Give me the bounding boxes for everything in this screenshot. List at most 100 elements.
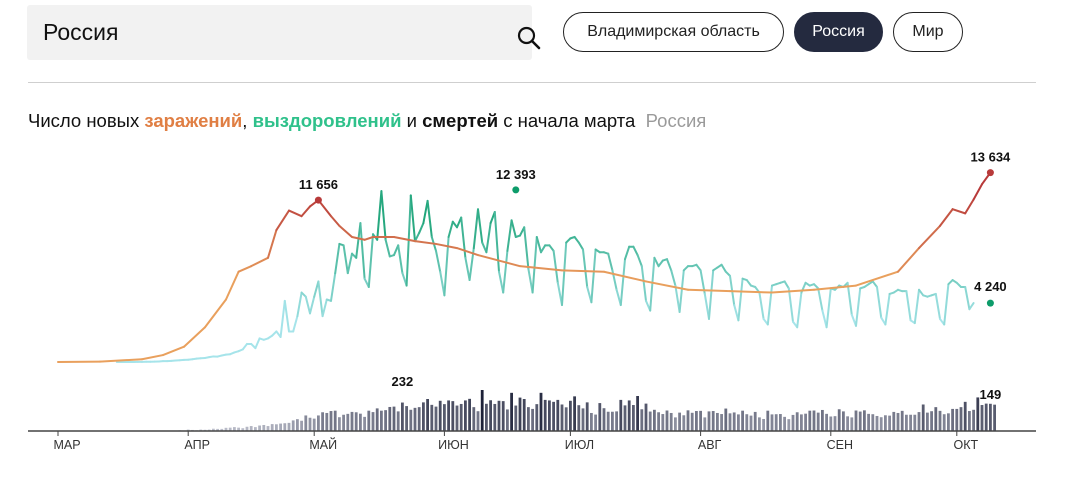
deaths-bar <box>745 414 749 431</box>
deaths-bar <box>728 413 732 431</box>
deaths-bar <box>640 409 644 431</box>
deaths-bar <box>632 405 635 431</box>
deaths-bar <box>527 407 530 431</box>
tab-vladimir-region[interactable]: Владимирская область <box>563 12 784 52</box>
recoveries-segment <box>321 298 328 318</box>
recoveries-segment <box>510 219 517 238</box>
infections-last-dot <box>986 169 994 177</box>
deaths-bar <box>237 427 240 431</box>
tab-world[interactable]: Мир <box>893 12 963 52</box>
deaths-bar <box>711 411 715 431</box>
infections-segment <box>645 280 689 291</box>
deaths-bar <box>812 410 816 431</box>
deaths-bar <box>606 411 610 431</box>
title-deaths: смертей <box>422 110 499 131</box>
deaths-bar <box>434 406 438 431</box>
recoveries-segment <box>552 249 559 284</box>
search-input[interactable] <box>27 5 467 60</box>
recoveries-segment <box>745 279 752 287</box>
deaths-bar <box>678 412 681 431</box>
deaths-bar <box>653 409 656 431</box>
deaths-bar <box>417 407 421 431</box>
infections-segment <box>237 265 253 273</box>
infections-segment <box>771 288 815 294</box>
deaths-bar <box>665 410 669 431</box>
infections-segment <box>918 224 941 250</box>
deaths-bar <box>455 405 459 431</box>
infections-segment <box>288 209 303 218</box>
deaths-bar <box>522 399 526 431</box>
deaths-bar <box>926 412 929 431</box>
infections-segment <box>250 256 269 268</box>
deaths-bar <box>275 424 278 431</box>
deaths-bar <box>548 400 551 431</box>
month-label-5: АВГ <box>698 438 722 452</box>
deaths-bar <box>846 416 849 431</box>
deaths-bar <box>245 426 249 431</box>
deaths-bar <box>518 397 522 431</box>
deaths-bar <box>354 412 358 431</box>
divider <box>28 82 1036 83</box>
infections-segment <box>141 354 164 361</box>
deaths-bar <box>560 404 564 431</box>
deaths-bar <box>493 403 497 431</box>
infections-segment <box>267 229 278 259</box>
infections-segment <box>225 270 240 301</box>
deaths-bar <box>396 411 400 431</box>
deaths-bar <box>270 424 274 431</box>
deaths-bar <box>766 410 770 431</box>
deaths-bar <box>837 409 841 431</box>
recoveries-segment <box>342 244 349 275</box>
infections-segment <box>561 269 605 273</box>
recoveries-segment <box>523 226 530 270</box>
deaths-bar <box>228 427 232 431</box>
deaths-bar <box>602 408 606 431</box>
deaths-bar <box>590 412 593 431</box>
recoveries-peak-label: 12 393 <box>496 167 536 182</box>
recoveries-segment <box>359 222 366 280</box>
deaths-bar <box>707 411 711 431</box>
deaths-bar <box>405 406 408 431</box>
deaths-bar <box>976 397 980 431</box>
deaths-bar <box>682 415 686 431</box>
search-icon[interactable] <box>517 26 541 55</box>
deaths-bar <box>350 411 354 431</box>
recoveries-segment <box>384 238 391 258</box>
deaths-bar <box>506 409 509 431</box>
deaths-bar <box>447 400 450 431</box>
deaths-bar <box>896 412 900 431</box>
infections-segment <box>603 270 647 283</box>
recoveries-segment <box>619 258 626 307</box>
chart-title: Число новых заражений, выздоровлений и с… <box>28 110 706 132</box>
recoveries-segment <box>460 216 467 259</box>
deaths-bar <box>917 412 921 431</box>
month-label-0: МАР <box>53 438 80 452</box>
infections-segment <box>414 240 437 245</box>
recoveries-segment <box>640 265 647 302</box>
deaths-bar <box>615 411 618 431</box>
recoveries-segment <box>968 302 975 311</box>
infections-segment <box>951 208 967 215</box>
deaths-bar <box>703 417 707 431</box>
deaths-bar <box>787 419 791 431</box>
recoveries-segment <box>451 220 458 229</box>
deaths-bar <box>380 410 383 431</box>
deaths-bar <box>984 403 988 431</box>
deaths-bar <box>585 402 589 431</box>
recoveries-segment <box>493 210 500 273</box>
recoveries-segment <box>464 256 471 282</box>
recoveries-segment <box>296 291 303 318</box>
infections-segment <box>183 326 206 348</box>
deaths-bar <box>543 399 547 431</box>
title-text-2: с начала марта <box>498 110 636 131</box>
tab-russia[interactable]: Россия <box>794 12 883 52</box>
infections-peak-dot <box>314 196 322 204</box>
deaths-bar <box>669 412 673 431</box>
recoveries-segment <box>485 222 492 254</box>
deaths-bar <box>430 404 434 431</box>
deaths-bar <box>993 404 996 431</box>
recoveries-segment <box>825 287 832 329</box>
deaths-bar <box>825 413 828 431</box>
infections-segment <box>456 247 479 257</box>
recoveries-segment <box>472 208 479 250</box>
